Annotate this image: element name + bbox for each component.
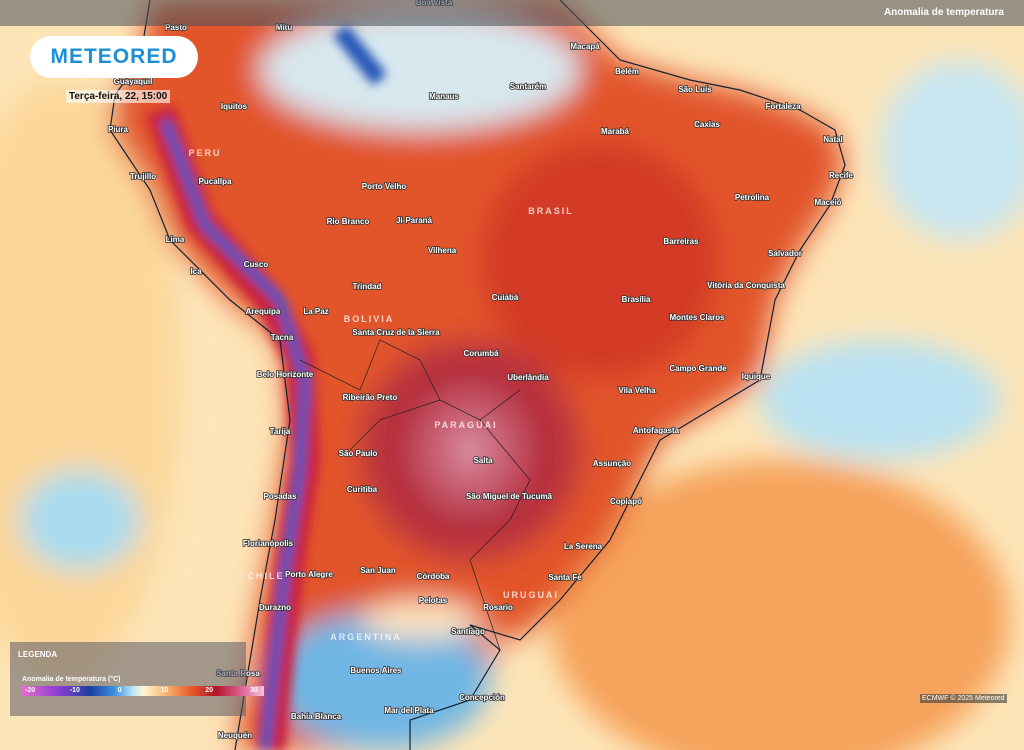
city-label: Assunção bbox=[593, 459, 631, 468]
city-label: Ji-Paraná bbox=[396, 216, 433, 225]
city-label: Salvador bbox=[768, 249, 802, 258]
color-scale bbox=[22, 686, 264, 696]
country-label: PERU bbox=[188, 148, 221, 158]
city-label: Iquique bbox=[742, 372, 771, 381]
city-label: Brasília bbox=[622, 295, 651, 304]
city-label: Vila Velha bbox=[618, 386, 656, 395]
credit: ECMWF © 2025 Meteored bbox=[920, 694, 1007, 703]
city-label: Concepción bbox=[459, 693, 505, 702]
city-label: Pelotas bbox=[419, 596, 448, 605]
city-label: Mar del Plata bbox=[384, 706, 434, 715]
city-label: La Serena bbox=[564, 542, 603, 551]
city-label: Mitu bbox=[276, 23, 293, 32]
city-label: Santa Fe bbox=[548, 573, 582, 582]
legend-title: LEGENDA bbox=[18, 650, 58, 659]
city-label: Posadas bbox=[264, 492, 297, 501]
city-label: Trindad bbox=[353, 282, 382, 291]
city-label: Rio Branco bbox=[327, 217, 370, 226]
city-label: Buenos Aires bbox=[350, 666, 402, 675]
city-label: Pucallpa bbox=[199, 177, 232, 186]
city-label: Durazno bbox=[259, 603, 291, 612]
city-label: São Miguel de Tucumã bbox=[466, 492, 553, 501]
city-label: Tacna bbox=[271, 333, 294, 342]
legend-subtitle: Anomalia de temperatura (°C) bbox=[22, 676, 121, 683]
city-label: Vilhena bbox=[428, 246, 457, 255]
city-label: Cusco bbox=[244, 260, 269, 269]
city-label: Curitiba bbox=[347, 485, 378, 494]
legend: LEGENDA Anomalia de temperatura (°C) -20… bbox=[10, 642, 264, 716]
city-label: La Paz bbox=[303, 307, 328, 316]
city-label: Tarija bbox=[270, 427, 291, 436]
legend-tick: -20 bbox=[24, 687, 36, 694]
legend-tick: 0 bbox=[117, 687, 122, 694]
legend-tick: 30 bbox=[250, 687, 258, 694]
city-label: Caxias bbox=[694, 120, 720, 129]
city-label: Natal bbox=[823, 135, 843, 144]
city-label: Santarém bbox=[510, 82, 546, 91]
city-label: Rosario bbox=[483, 603, 513, 612]
city-label: Santa Cruz de la Sierra bbox=[352, 328, 440, 337]
city-label: Ica bbox=[190, 267, 202, 276]
city-label: Ribeirão Preto bbox=[343, 393, 398, 402]
city-label: Iquitos bbox=[221, 102, 248, 111]
logo[interactable]: METEORED bbox=[30, 36, 198, 78]
legend-tick: 10 bbox=[160, 687, 169, 694]
city-label: Belém bbox=[615, 67, 639, 76]
country-label: CHILE bbox=[248, 571, 285, 581]
city-label: Arequipa bbox=[246, 307, 281, 316]
country-label: BRASIL bbox=[528, 206, 574, 216]
city-label: Belo Horizonte bbox=[257, 370, 314, 379]
city-label: Pasto bbox=[165, 23, 187, 32]
city-label: Montes Claros bbox=[669, 313, 725, 322]
city-label: Antofagasta bbox=[633, 426, 680, 435]
city-label: Lima bbox=[166, 235, 185, 244]
city-label: Santiago bbox=[451, 627, 485, 636]
city-label: Barreiras bbox=[663, 237, 699, 246]
legend-tick: -10 bbox=[69, 687, 80, 694]
country-label: URUGUAI bbox=[503, 590, 559, 600]
city-label: São Paulo bbox=[339, 449, 378, 458]
city-label: Corumbá bbox=[463, 349, 499, 358]
top-bar: Anomalia de temperatura bbox=[0, 0, 1024, 26]
city-label: Uberlândia bbox=[507, 373, 549, 382]
borders bbox=[299, 339, 531, 651]
city-label: Maceió bbox=[814, 198, 841, 207]
city-label: Campo Grande bbox=[669, 364, 727, 373]
paraguay-anomaly bbox=[395, 370, 545, 530]
city-label: Neuquén bbox=[218, 731, 252, 740]
layer-title: Anomalia de temperatura bbox=[883, 7, 1004, 18]
city-label: São Luís bbox=[678, 85, 712, 94]
city-label: Guayaquil bbox=[114, 77, 153, 86]
andes-anomaly bbox=[145, 24, 388, 750]
city-label: Trujillo bbox=[130, 172, 156, 181]
city-label: Bahía Blanca bbox=[291, 712, 342, 721]
country-label: BOLIVIA bbox=[344, 314, 395, 324]
city-label: Piura bbox=[108, 125, 129, 134]
legend-tick: 20 bbox=[205, 687, 214, 694]
city-label: Fortaleza bbox=[765, 102, 801, 111]
city-label: Florianópolis bbox=[243, 539, 294, 548]
country-label: ARGENTINA bbox=[330, 632, 402, 642]
city-label: Córdoba bbox=[417, 572, 450, 581]
city-label: Porto Velho bbox=[362, 182, 407, 191]
city-label: Vitória da Conquista bbox=[707, 281, 785, 290]
datetime: Terça-feira, 22, 15:00 bbox=[66, 90, 171, 103]
city-label: Petrolina bbox=[735, 193, 770, 202]
city-label: Cuiabá bbox=[492, 293, 519, 302]
city-label: Macapá bbox=[570, 42, 600, 51]
city-label: Salta bbox=[473, 456, 493, 465]
city-label: Manaus bbox=[429, 92, 459, 101]
city-label: Marabá bbox=[601, 127, 630, 136]
city-label: San Juan bbox=[360, 566, 396, 575]
city-label: Copiapó bbox=[610, 497, 642, 506]
city-label: Porto Alegre bbox=[285, 570, 333, 579]
country-label: PARAGUAI bbox=[434, 420, 497, 430]
city-label: Recife bbox=[829, 171, 854, 180]
